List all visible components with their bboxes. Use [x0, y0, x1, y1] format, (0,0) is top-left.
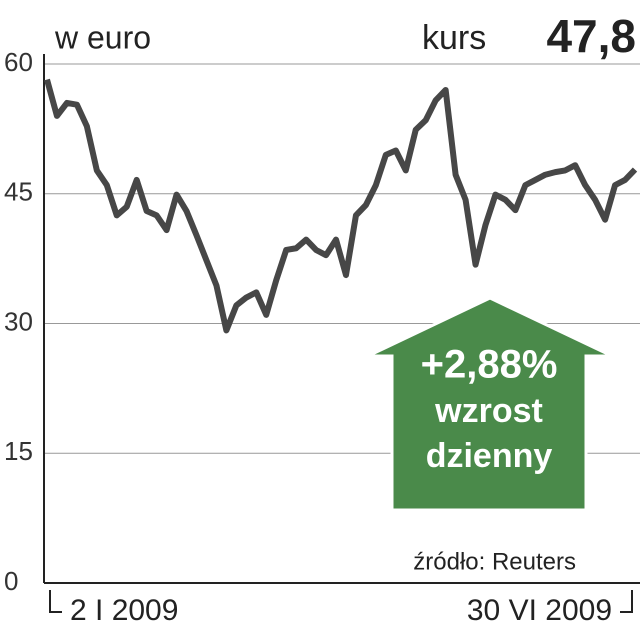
x-tick-label: 30 VI 2009: [467, 594, 612, 627]
change-text: wzrost: [434, 392, 543, 430]
y-tick-label: 30: [4, 306, 33, 336]
x-tick-label: 2 I 2009: [70, 594, 178, 627]
price-label: 47,8: [546, 10, 636, 62]
price-line: [44, 78, 638, 334]
change-label: +2,88%: [421, 343, 558, 387]
y-tick-label: 0: [4, 566, 18, 596]
y-tick-label: 60: [4, 47, 33, 77]
y-tick-label: 15: [4, 436, 33, 466]
y-tick-label: 45: [4, 177, 33, 207]
change-arrow: [367, 296, 613, 512]
change-text: dzienny: [426, 437, 553, 475]
unit-label: w euro: [54, 19, 151, 55]
source-note: źródło: Reuters: [413, 548, 576, 575]
range-bracket: [620, 590, 633, 613]
plot: 0 15 30 45 60: [4, 47, 640, 596]
range-bracket: [49, 590, 62, 613]
price-caption: kurs: [422, 19, 486, 57]
